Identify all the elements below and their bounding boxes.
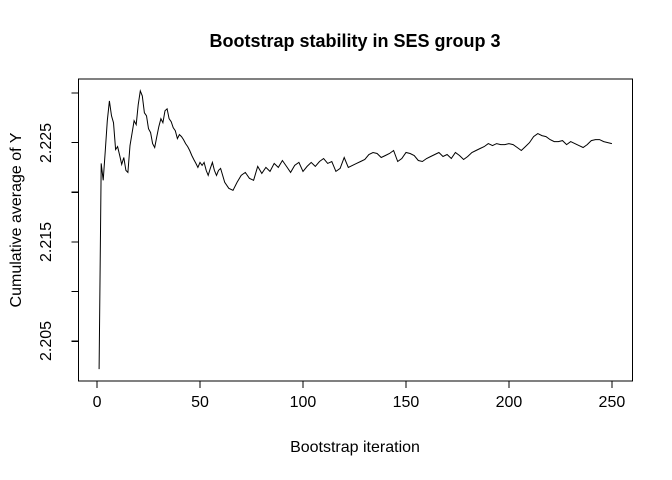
x-tick-label: 0: [92, 394, 102, 411]
y-tick-label: 2.205: [38, 321, 55, 362]
y-axis-label: Cumulative average of Y: [8, 132, 25, 308]
plot-border: [77, 78, 634, 382]
y-tick-label: 2.225: [38, 122, 55, 163]
chart-title: Bootstrap stability in SES group 3: [209, 31, 501, 51]
x-tick-label: 150: [392, 394, 420, 411]
x-tick-label: 200: [495, 394, 523, 411]
x-tick-label: 250: [598, 394, 626, 411]
x-tick-label: 50: [191, 394, 209, 411]
x-axis-label: Bootstrap iteration: [290, 439, 420, 456]
data-line: [98, 89, 613, 370]
y-tick-label: 2.215: [38, 221, 55, 262]
x-tick-label: 100: [289, 394, 317, 411]
